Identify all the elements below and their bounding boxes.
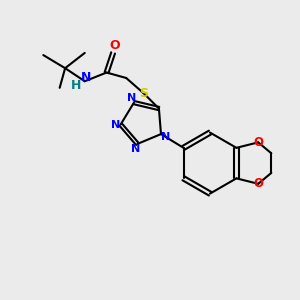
Text: O: O xyxy=(253,177,263,190)
Text: H: H xyxy=(71,79,81,92)
Text: O: O xyxy=(253,136,263,149)
Text: N: N xyxy=(111,120,120,130)
Text: O: O xyxy=(109,39,119,52)
Text: N: N xyxy=(131,144,141,154)
Text: N: N xyxy=(161,132,170,142)
Text: N: N xyxy=(127,93,136,103)
Text: S: S xyxy=(139,87,148,100)
Text: N: N xyxy=(81,71,91,85)
